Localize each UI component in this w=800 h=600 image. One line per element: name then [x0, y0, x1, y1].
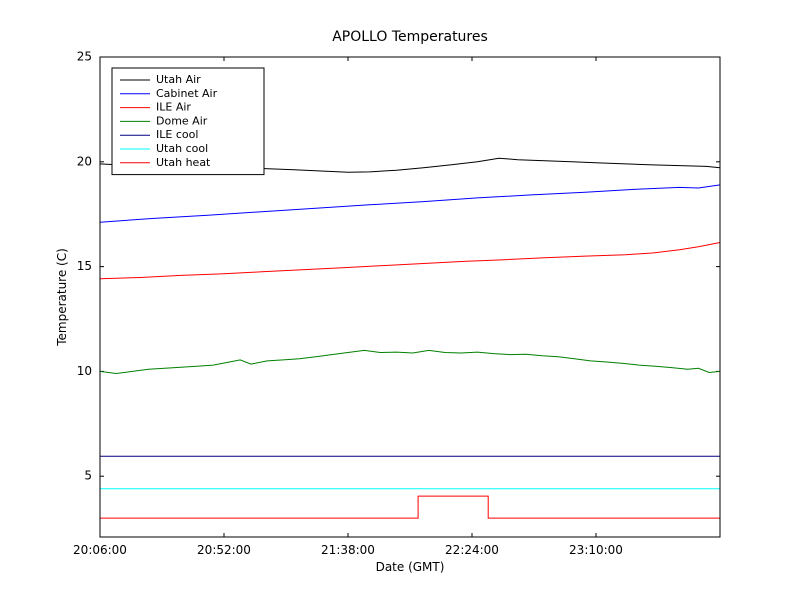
legend-label: Cabinet Air: [156, 87, 218, 100]
plot-frame: [99, 56, 721, 538]
legend-label: Dome Air: [156, 114, 208, 127]
legend-label: Utah Air: [156, 73, 201, 86]
y-tick-label: 25: [77, 50, 92, 64]
y-tick-label: 10: [77, 364, 92, 378]
x-axis-label: Date (GMT): [375, 560, 445, 574]
series-line-utah-heat: [100, 495, 720, 519]
x-tick-label: 21:38:00: [321, 543, 375, 557]
x-tick-label: 23:10:00: [569, 543, 623, 557]
chart-title: APOLLO Temperatures: [332, 29, 488, 45]
y-tick-label: 20: [77, 154, 92, 168]
legend-label: Utah heat: [156, 156, 211, 169]
x-tick-label: 20:52:00: [197, 543, 251, 557]
legend-box: [111, 67, 265, 176]
legend-label: ILE cool: [156, 128, 198, 141]
y-tick-label: 15: [77, 259, 92, 273]
legend-label: Utah cool: [156, 142, 208, 155]
series-line-ile-air: [99, 242, 721, 280]
x-tick-label: 22:24:00: [445, 543, 499, 557]
series-line-cabinet-air: [99, 184, 721, 223]
series-line-dome-air: [99, 349, 721, 375]
legend-label: ILE Air: [156, 101, 191, 114]
x-tick-label: 20:06:00: [73, 543, 127, 557]
y-tick-label: 5: [84, 469, 92, 483]
